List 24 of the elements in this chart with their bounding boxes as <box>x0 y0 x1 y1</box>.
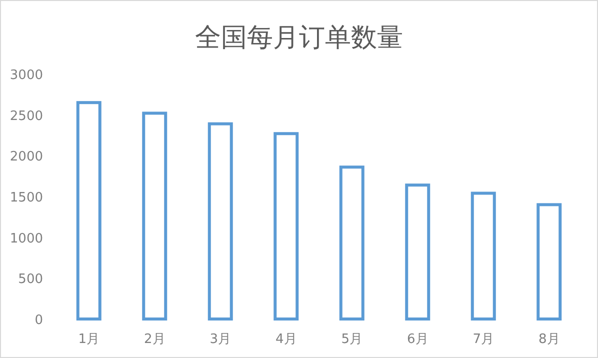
x-tick-label: 2月 <box>144 332 166 347</box>
x-tick-label: 3月 <box>210 332 232 347</box>
x-tick-label: 4月 <box>275 332 297 347</box>
y-tick-label: 0 <box>34 313 43 328</box>
chart-title: 全国每月订单数量 <box>195 23 403 53</box>
y-tick-label: 1000 <box>10 231 43 246</box>
y-tick-label: 2000 <box>10 150 43 165</box>
y-tick-label: 1500 <box>10 190 43 206</box>
y-tick-label: 500 <box>18 272 43 288</box>
x-tick-label: 7月 <box>472 332 494 347</box>
bar <box>208 122 233 320</box>
bar <box>536 203 562 320</box>
bar <box>470 192 496 320</box>
bar <box>142 112 168 320</box>
bar <box>405 184 430 320</box>
x-tick-label: 6月 <box>406 332 428 347</box>
bar <box>76 101 102 320</box>
x-tick-label: 8月 <box>538 332 560 347</box>
y-tick-label: 2500 <box>10 108 43 124</box>
x-tick-label: 1月 <box>78 332 100 347</box>
y-tick-label: 3000 <box>10 68 43 83</box>
bar <box>274 132 299 320</box>
bar <box>339 166 364 320</box>
x-tick-label: 5月 <box>341 332 363 347</box>
